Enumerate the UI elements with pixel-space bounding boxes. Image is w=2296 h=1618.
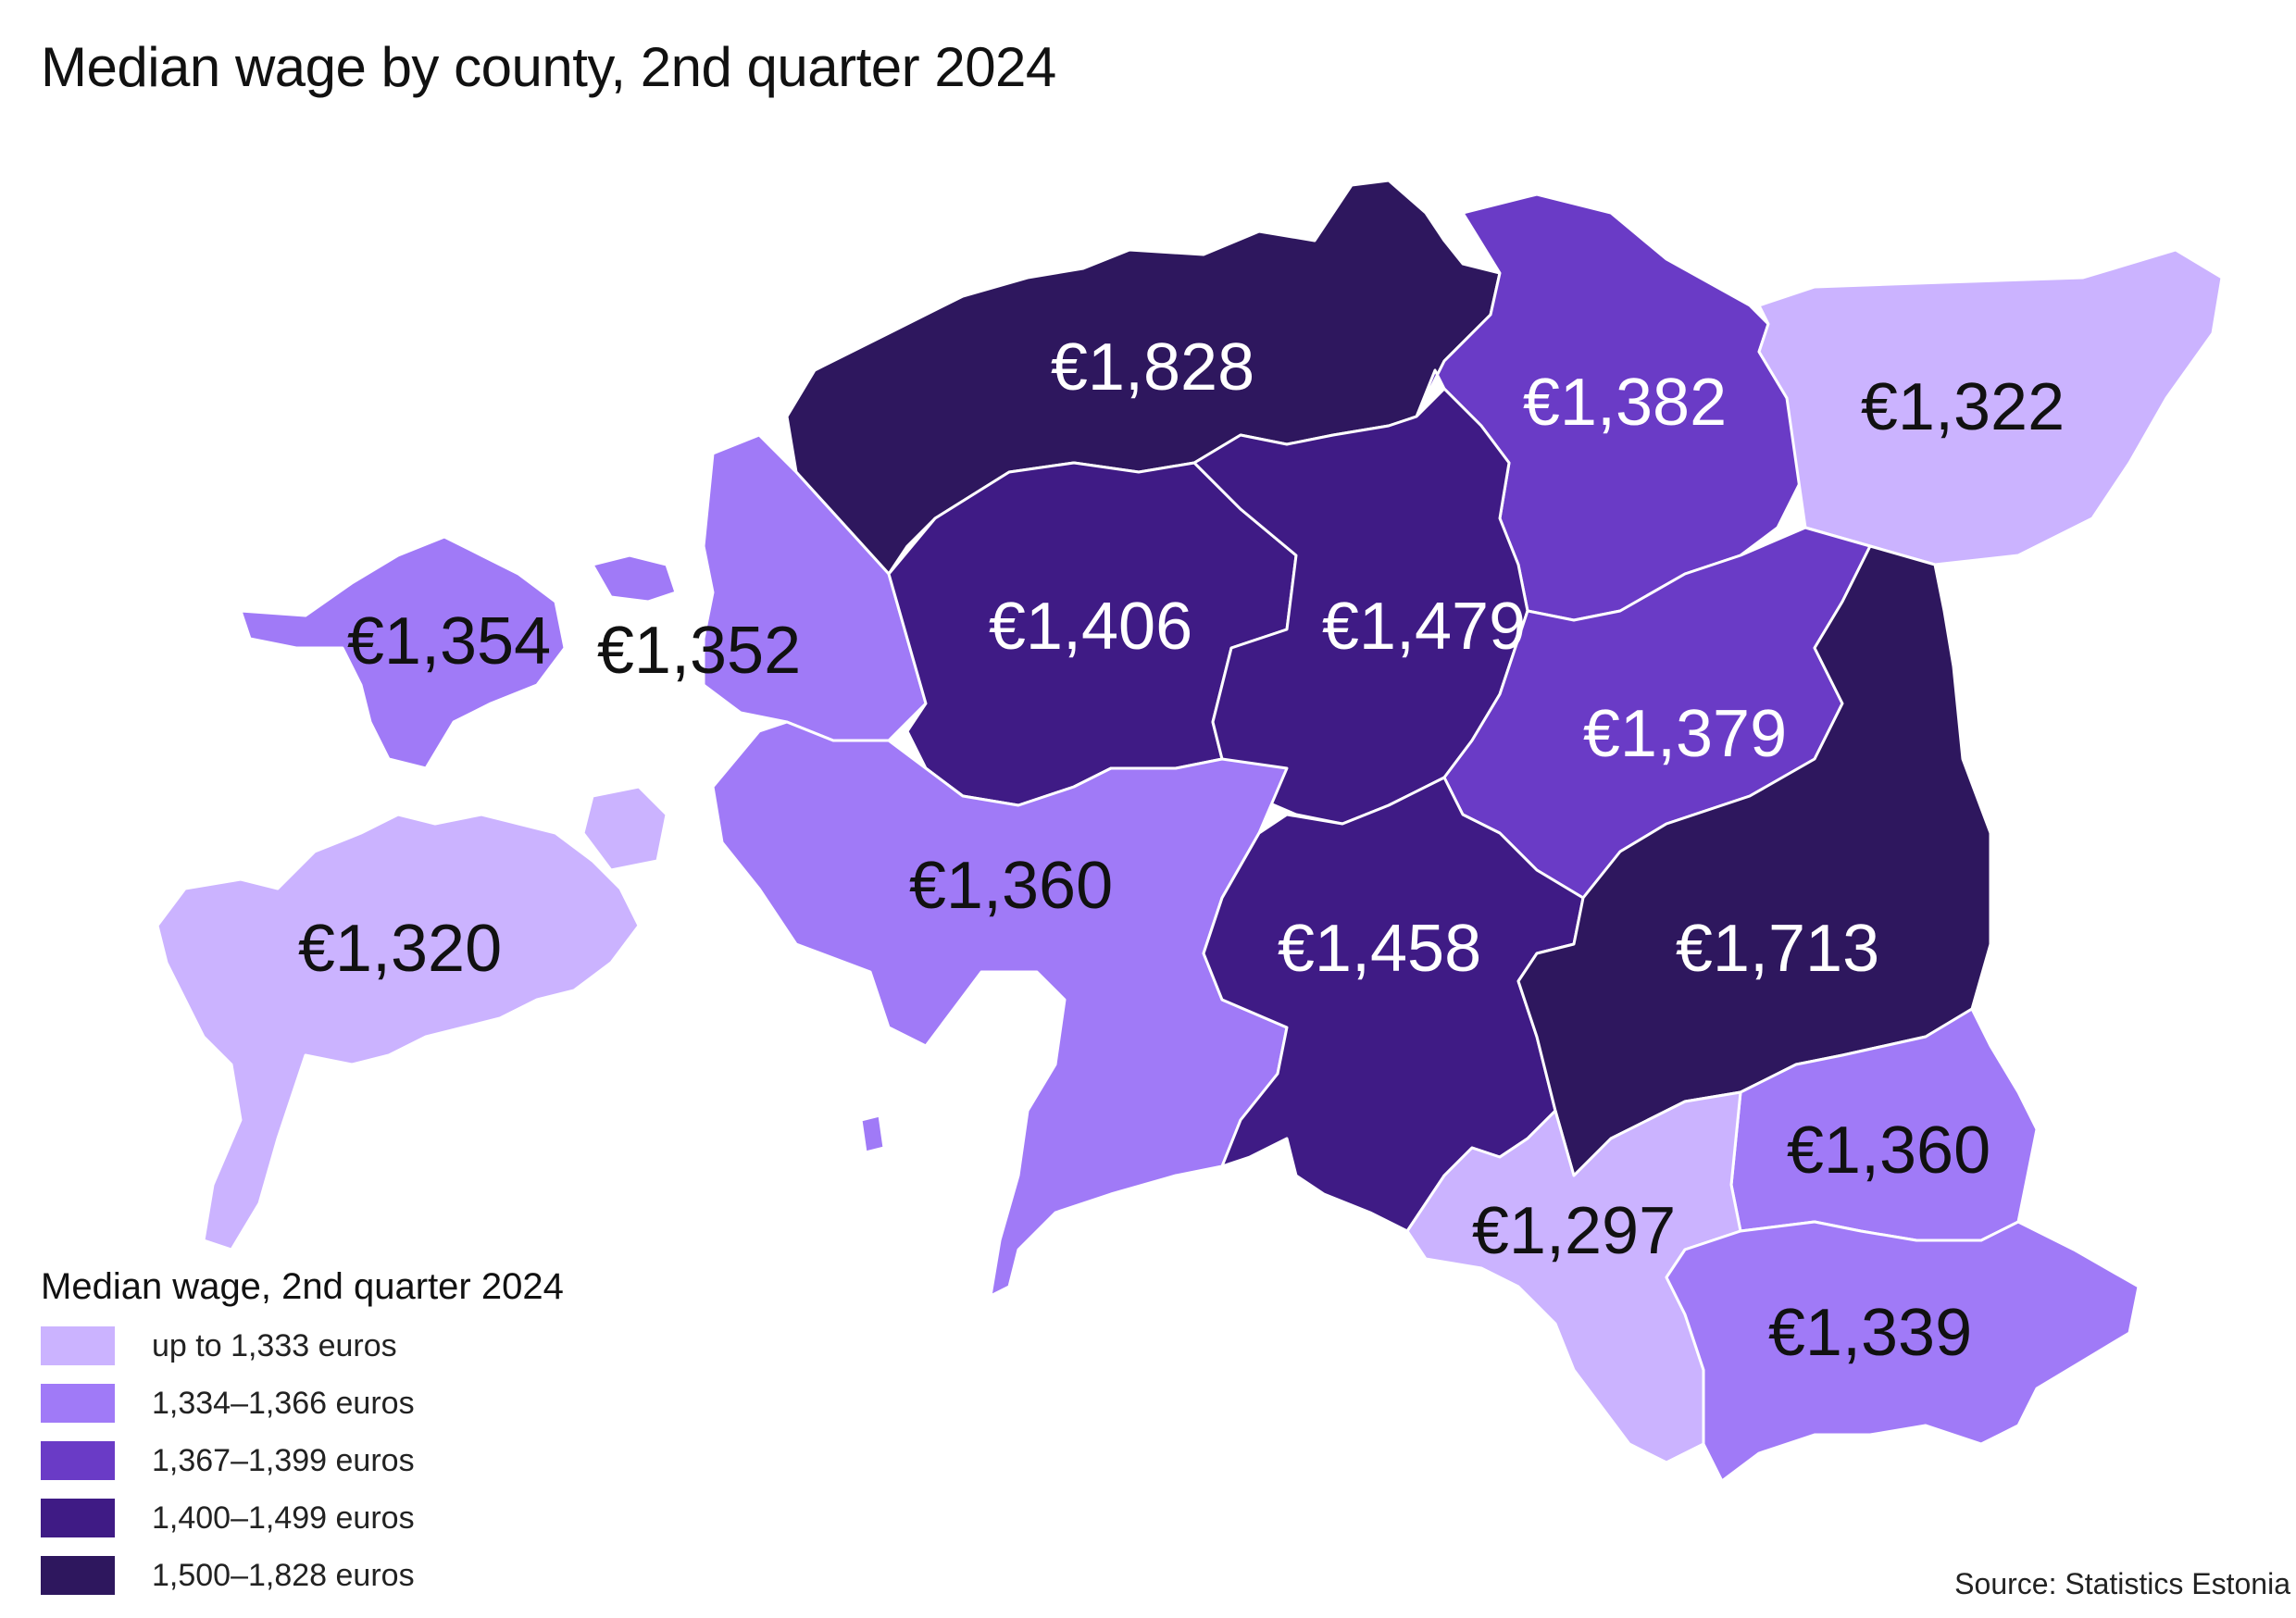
county-ida-viru-north[interactable] [1757,248,2224,566]
legend: Median wage, 2nd quarter 2024 up to 1,33… [41,1266,564,1604]
county-value-label: €1,360 [909,849,1113,923]
legend-swatch [41,1556,115,1595]
legend-title: Median wage, 2nd quarter 2024 [41,1266,564,1307]
county-value-label: €1,320 [298,912,502,986]
county-value-label: €1,828 [1051,330,1254,404]
legend-swatch [41,1441,115,1480]
island-kihnu [859,1114,886,1154]
legend-item: 1,500–1,828 euros [41,1547,564,1604]
legend-swatch [41,1326,115,1365]
legend-label: 1,367–1,399 euros [152,1442,415,1478]
county-value-label: €1,458 [1278,912,1481,986]
legend-item: 1,334–1,366 euros [41,1375,564,1432]
county-hiiumaa[interactable] [239,535,567,770]
legend-label: 1,334–1,366 euros [152,1385,415,1421]
county-value-label: €1,352 [597,614,801,688]
legend-swatch [41,1384,115,1423]
legend-label: up to 1,333 euros [152,1327,397,1363]
county-tartu[interactable] [1516,544,1992,1177]
county-value-label: €1,360 [1787,1114,1990,1188]
county-value-label: €1,713 [1676,912,1879,986]
county-value-label: €1,382 [1523,366,1727,440]
county-value-label: €1,354 [347,604,551,678]
county-value-label: €1,406 [989,590,1192,664]
island-muhu [581,785,668,872]
source-note: Source: Statistics Estonia [1954,1567,2290,1600]
island-vormsi [591,554,678,604]
county-saaremaa[interactable] [156,813,641,1251]
county-value-label: €1,479 [1322,590,1526,664]
county-value-label: €1,322 [1861,370,2065,444]
legend-item: 1,400–1,499 euros [41,1489,564,1547]
legend-swatch [41,1499,115,1537]
legend-item: 1,367–1,399 euros [41,1432,564,1489]
county-value-label: €1,379 [1583,697,1787,771]
county-value-label: €1,339 [1768,1296,1972,1370]
county-parnu[interactable] [711,720,1289,1298]
legend-label: 1,500–1,828 euros [152,1557,415,1593]
map-title: Median wage by county, 2nd quarter 2024 [41,36,1056,98]
legend-label: 1,400–1,499 euros [152,1500,415,1536]
county-value-label: €1,297 [1472,1194,1676,1268]
legend-item: up to 1,333 euros [41,1317,564,1375]
county-voru[interactable] [1665,1220,2140,1483]
